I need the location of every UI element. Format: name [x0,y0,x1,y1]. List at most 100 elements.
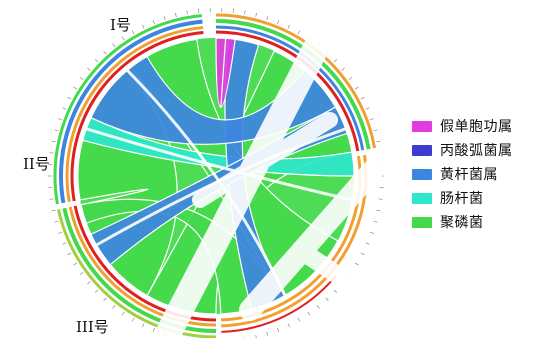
tick-mark [297,30,301,35]
legend-item: 肠杆菌 [412,186,513,210]
segment-ring [221,275,337,333]
chord-ribbon [224,37,286,311]
tick-mark [58,118,63,121]
legend-item: 假单胞功属 [412,114,513,138]
tick-mark [131,317,135,322]
tick-mark [103,50,107,55]
tick-mark [365,242,370,245]
segment-label-3: III号 [76,318,109,336]
legend-label: 丙酸弧菌属 [440,143,513,159]
tick-mark [297,317,301,322]
tick-mark [266,16,269,21]
watermark [157,27,481,338]
tick-mark [365,107,370,110]
legend-swatch [412,168,432,180]
tick-mark [307,311,311,316]
chord-ribbon [80,198,282,315]
tick-mark [266,331,269,336]
tick-mark [94,59,99,63]
segment-ring [65,26,204,203]
tick-mark [152,20,155,25]
tick-mark [54,129,59,132]
tick-mark [369,231,374,234]
segment-ring [59,19,203,204]
tick-mark [277,20,280,25]
watermark-stroke [291,241,429,338]
legend: 假单胞功属 丙酸弧菌属 黄杆菌属 肠杆菌 聚磷菌 [412,114,513,234]
tick-mark [277,327,280,332]
tick-mark [94,289,99,293]
tick-mark [51,209,56,212]
segment-ring [70,31,204,202]
tick-mark [255,12,257,17]
tick-mark [244,10,246,15]
tick-mark [175,12,177,17]
tick-mark [255,335,257,338]
legend-label: 聚磷菌 [440,215,484,231]
tick-mark [186,10,188,15]
tick-mark [79,76,84,80]
tick-mark [142,24,145,29]
watermark-stroke [239,49,481,321]
segment-ring [62,207,217,333]
tick-mark [142,323,145,328]
chord-ribbon [215,37,236,108]
tick-mark [354,262,359,266]
segment-ring [53,14,203,205]
tick-mark [131,30,135,35]
tick-mark [376,140,381,143]
tick-mark [287,323,290,328]
watermark-stroke [157,27,333,338]
tick-mark [369,118,374,121]
tick-mark [348,76,353,80]
legend-item: 聚磷菌 [412,210,513,234]
legend-swatch [412,216,432,228]
tick-mark [54,220,59,223]
tick-mark [51,140,56,143]
tick-mark [121,36,125,41]
tick-mark [360,252,365,256]
tick-mark [58,231,63,234]
tick-mark [163,16,166,21]
tick-mark [287,24,290,29]
segment-label-2: II号 [23,155,50,173]
ribbon-gap [85,127,353,202]
tick-mark [354,86,359,90]
legend-label: 肠杆菌 [440,191,484,207]
tick-mark [316,305,320,309]
tick-mark [373,129,378,132]
segment-label-1: I号 [110,16,131,34]
tick-mark [73,86,78,90]
tick-mark [325,297,329,302]
tick-mark [333,289,338,293]
tick-mark [67,252,72,256]
segment-ring [57,209,217,338]
tick-mark [49,198,54,200]
tick-mark [121,311,125,316]
tick-mark [333,59,338,63]
tick-mark [103,297,107,302]
tick-mark [87,281,91,285]
legend-swatch [412,144,432,156]
tick-mark [152,327,155,332]
legend-item: 黄杆菌属 [412,162,513,186]
tick-mark [341,67,345,71]
legend-item: 丙酸弧菌属 [412,138,513,162]
segment-ring [68,206,217,327]
watermark-stroke [192,112,338,208]
tick-mark [87,67,91,71]
legend-swatch [412,120,432,132]
tick-mark [360,96,365,100]
tick-mark [373,220,378,223]
ribbon-gap [126,69,287,297]
tick-mark [73,262,78,266]
tick-mark [79,272,84,276]
tick-mark [112,43,116,47]
tick-mark [112,305,116,309]
legend-label: 假单胞功属 [440,119,513,135]
legend-swatch [412,192,432,204]
tick-mark [62,107,67,110]
tick-mark [378,198,383,200]
tick-mark [49,152,54,154]
